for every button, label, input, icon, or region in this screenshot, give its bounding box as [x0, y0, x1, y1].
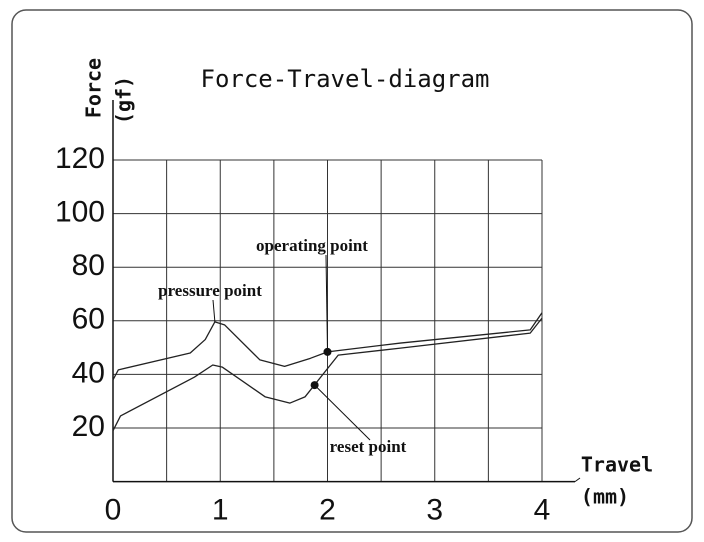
frame: [11, 9, 693, 533]
y-axis-label: Force: [82, 58, 106, 118]
x-tick-label: 2: [319, 494, 336, 527]
series-line: [112, 317, 543, 431]
x-axis-label: Travel: [581, 453, 653, 477]
y-tick-label: 40: [72, 356, 105, 389]
annotation-point: [310, 381, 319, 390]
annotation-label: operating point: [256, 236, 368, 255]
annotation-label: pressure point: [158, 281, 262, 300]
series-line: [112, 312, 543, 381]
y-tick-label: 120: [55, 142, 105, 175]
x-tick-label: 3: [426, 494, 443, 527]
x-tick-label: 0: [105, 494, 122, 527]
y-tick-label: 100: [55, 196, 105, 229]
y-axis-unit: (gf): [112, 76, 136, 124]
y-tick-label: 60: [72, 303, 105, 336]
annotation-point: [323, 347, 332, 356]
annotation-label: reset point: [330, 437, 407, 456]
y-tick-label: 80: [72, 249, 105, 282]
chart-title: Force-Travel-diagram: [201, 65, 490, 93]
x-tick-label: 1: [212, 494, 229, 527]
x-axis-ext: [574, 477, 581, 483]
annotation-leader: [325, 254, 328, 352]
annotation-leader: [212, 299, 216, 322]
x-tick-label: 4: [534, 494, 551, 527]
annotation-leader: [314, 384, 371, 441]
y-tick-label: 20: [72, 410, 105, 443]
x-axis-unit: (mm): [581, 485, 629, 509]
